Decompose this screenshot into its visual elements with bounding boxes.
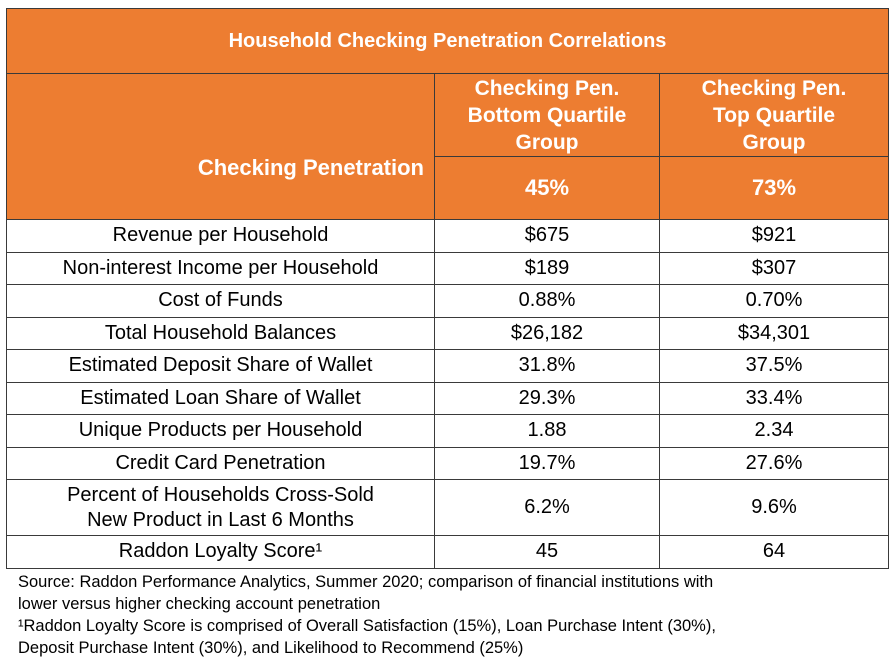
source-note: Source: Raddon Performance Analytics, Su… — [18, 573, 714, 591]
row-value-bottom: 0.88% — [434, 284, 660, 318]
row-value-bottom: 29.3% — [434, 381, 660, 415]
penetration-bottom-value: 45% — [434, 156, 660, 220]
table-row: Percent of Households Cross-Sold New Pro… — [6, 479, 889, 536]
footnotes: Source: Raddon Performance Analytics, Su… — [18, 571, 878, 659]
row-value-top: 2.34 — [659, 414, 889, 448]
row-label: Credit Card Penetration — [6, 446, 435, 480]
row-value-top: 64 — [659, 535, 889, 569]
table-title: Household Checking Penetration Correlati… — [6, 8, 889, 74]
table-row: Estimated Loan Share of Wallet 29.3% 33.… — [6, 381, 889, 415]
column-header-line: Group — [742, 130, 806, 154]
loyalty-footnote: ¹Raddon Loyalty Score is comprised of Ov… — [18, 617, 716, 635]
column-header-line: Group — [515, 130, 579, 154]
correlation-table: Household Checking Penetration Correlati… — [6, 8, 889, 569]
row-value-bottom: $675 — [434, 219, 660, 253]
row-value-top: 27.6% — [659, 446, 889, 480]
title-row: Household Checking Penetration Correlati… — [6, 8, 889, 74]
row-label: Non-interest Income per Household — [6, 251, 435, 285]
penetration-top-value: 73% — [659, 156, 889, 220]
column-header-line: Checking Pen. — [701, 76, 847, 100]
table-row: Credit Card Penetration 19.7% 27.6% — [6, 446, 889, 480]
row-label: Estimated Loan Share of Wallet — [6, 381, 435, 415]
row-value-bottom: 6.2% — [434, 479, 660, 536]
row-label: Cost of Funds — [6, 284, 435, 318]
row-label: Raddon Loyalty Score¹ — [6, 535, 435, 569]
row-label: Unique Products per Household — [6, 414, 435, 448]
checking-penetration-label: Checking Penetration — [6, 73, 435, 220]
column-header-row: Checking Penetration Checking Pen. Botto… — [6, 73, 889, 220]
row-value-top: 33.4% — [659, 381, 889, 415]
row-value-bottom: 45 — [434, 535, 660, 569]
column-header-line: Top Quartile — [712, 103, 836, 127]
penetration-row: 45% 73% — [7, 156, 889, 220]
row-value-top: 37.5% — [659, 349, 889, 383]
row-value-bottom: 19.7% — [434, 446, 660, 480]
loyalty-footnote: Deposit Purchase Intent (30%), and Likel… — [18, 639, 524, 657]
row-value-top: 0.70% — [659, 284, 889, 318]
column-header-bottom-quartile: Checking Pen. Bottom Quartile Group — [434, 73, 660, 157]
row-value-bottom: $26,182 — [434, 316, 660, 350]
table-row: Cost of Funds 0.88% 0.70% — [6, 284, 889, 318]
row-label: Estimated Deposit Share of Wallet — [6, 349, 435, 383]
row-value-bottom: 1.88 — [434, 414, 660, 448]
row-value-top: 9.6% — [659, 479, 889, 536]
column-header-line: Checking Pen. — [474, 76, 620, 100]
row-value-top: $34,301 — [659, 316, 889, 350]
table-row: Unique Products per Household 1.88 2.34 — [6, 414, 889, 448]
row-label: Percent of Households Cross-Sold New Pro… — [6, 479, 435, 536]
row-label-line: New Product in Last 6 Months — [87, 508, 354, 531]
table-row: Raddon Loyalty Score¹ 45 64 — [6, 535, 889, 569]
source-note: lower versus higher checking account pen… — [18, 595, 381, 613]
column-header-line: Bottom Quartile — [467, 103, 627, 127]
row-value-bottom: 31.8% — [434, 349, 660, 383]
row-value-top: $307 — [659, 251, 889, 285]
table-row: Estimated Deposit Share of Wallet 31.8% … — [6, 349, 889, 383]
row-label: Revenue per Household — [6, 219, 435, 253]
table-row: Non-interest Income per Household $189 $… — [6, 251, 889, 285]
row-label-line: Percent of Households Cross-Sold — [67, 483, 374, 506]
row-value-bottom: $189 — [434, 251, 660, 285]
column-header-top-quartile: Checking Pen. Top Quartile Group — [659, 73, 889, 157]
table-row: Revenue per Household $675 $921 — [6, 219, 889, 253]
row-label: Total Household Balances — [6, 316, 435, 350]
row-value-top: $921 — [659, 219, 889, 253]
table-row: Total Household Balances $26,182 $34,301 — [6, 316, 889, 350]
